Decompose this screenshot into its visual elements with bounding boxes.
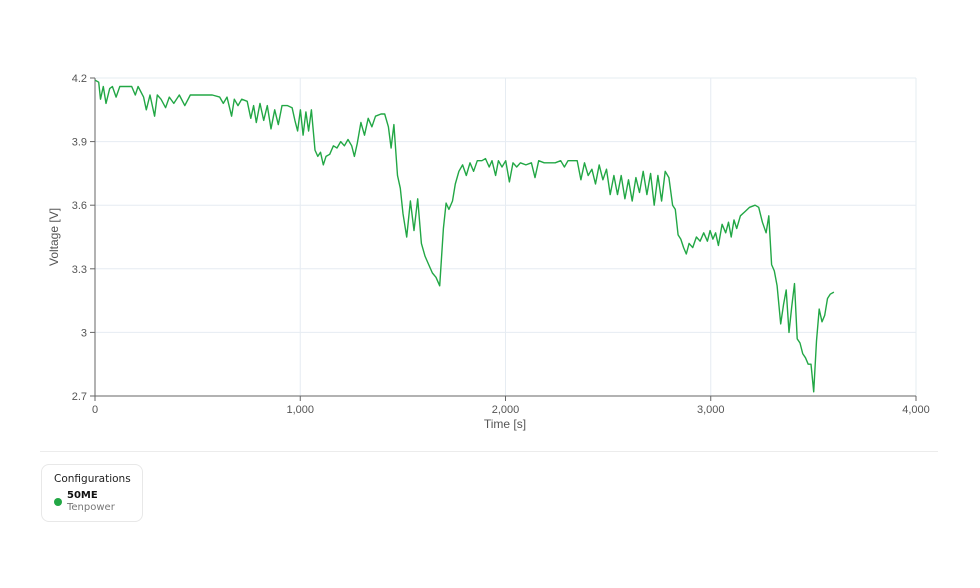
legend-item-50me[interactable]: 50ME Tenpower [54,490,130,514]
y-tick-label: 4.2 [72,73,87,85]
y-tick-label: 3.3 [72,264,87,276]
y-tick-label: 3.6 [72,200,87,212]
grid-lines [95,77,917,396]
legend-panel: Configurations 50ME Tenpower [41,464,143,522]
y-axis: 2.7 3 3.3 3.6 3.9 4.2 [72,73,96,403]
x-tick-label: 4,000 [902,404,930,416]
x-tick-label: 2,000 [492,404,520,416]
series-color-dot-icon [54,498,62,506]
x-tick-label: 1,000 [286,404,314,416]
legend-item-name: 50ME [67,490,98,501]
y-axis-title: Voltage [V] [47,208,61,266]
x-axis: 0 1,000 2,000 3,000 4,000 [92,395,930,416]
divider [40,451,938,452]
legend-title: Configurations [54,473,131,485]
legend-item-subtitle: Tenpower [67,502,115,513]
y-tick-label: 3 [81,327,87,339]
voltage-time-chart: 2.7 3 3.3 3.6 3.9 4.2 0 1,000 2,000 3,000 4,000 V… [47,73,930,431]
x-tick-label: 3,000 [697,404,725,416]
x-tick-label: 0 [92,404,98,416]
x-axis-title: Time [s] [484,417,526,431]
series-line-50me [94,79,835,393]
y-tick-label: 3.9 [72,137,87,149]
y-tick-label: 2.7 [72,391,87,403]
